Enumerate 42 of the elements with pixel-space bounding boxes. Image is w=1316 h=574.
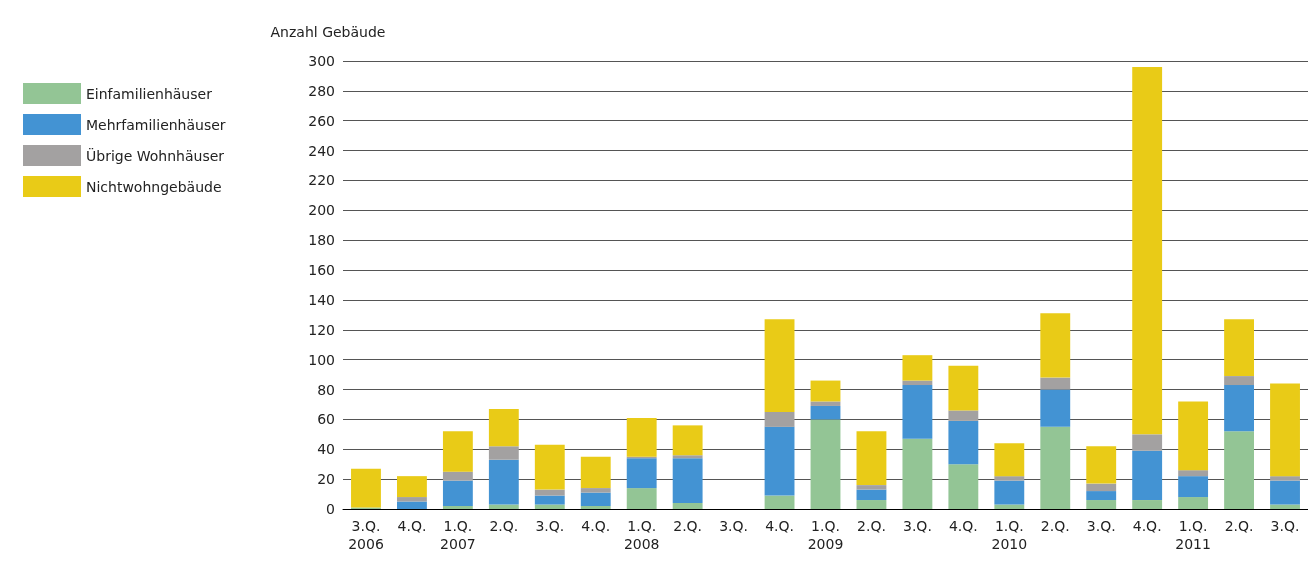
y-axis-title: Anzahl Gebäude — [270, 24, 386, 40]
x-tick-label: 2.Q. — [857, 518, 886, 534]
y-tick-label: 160 — [308, 262, 335, 279]
y-tick-label: 220 — [308, 172, 335, 189]
y-tick-label: 20 — [317, 471, 335, 488]
x-tick-label: 1.Q. 2007 — [440, 518, 476, 552]
y-tick-label: 260 — [308, 112, 335, 129]
legend-label: Einfamilienhäuser — [86, 85, 213, 102]
x-tick-label: 4.Q. — [1132, 518, 1162, 534]
x-tick-label: 3.Q. — [1270, 518, 1300, 534]
x-tick-label: 4.Q. — [397, 518, 427, 534]
x-tick-label: 1.Q. 2010 — [991, 518, 1028, 552]
legend-label: Nichtwohngebäude — [86, 178, 222, 195]
x-tick-label: 4.Q. — [765, 518, 794, 534]
x-tick-label: 1.Q. 2011 — [1175, 518, 1211, 552]
x-tick-label: 2.Q. — [489, 518, 519, 534]
x-tick-label: 1.Q. 2008 — [623, 518, 660, 552]
x-tick-label: 3.Q. — [719, 518, 749, 534]
x-tick-label: 2.Q. — [1040, 518, 1070, 534]
y-tick-label: 120 — [308, 321, 335, 338]
y-tick-label: 240 — [308, 142, 335, 159]
x-tick-label: 1.Q. 2009 — [807, 518, 844, 552]
y-tick-label: 0 — [326, 501, 335, 517]
y-tick-label: 140 — [308, 291, 335, 308]
x-tick-label: 2.Q. — [673, 518, 703, 534]
y-tick-label: 180 — [308, 232, 335, 249]
legend-label: Mehrfamilienhäuser — [86, 116, 226, 133]
y-tick-label: 80 — [317, 381, 335, 398]
y-tick-label: 60 — [317, 411, 335, 428]
y-tick-label: 280 — [308, 82, 335, 99]
legend-label: Übrige Wohnhäuser — [86, 146, 225, 164]
y-tick-label: 200 — [308, 202, 335, 219]
x-tick-label: 4.Q. — [948, 518, 978, 534]
x-tick-label: 3.Q. — [902, 518, 932, 534]
y-tick-label: 300 — [308, 53, 335, 69]
x-tick-label: 3.Q. — [1086, 518, 1116, 534]
x-tick-label: 2.Q. — [1224, 518, 1254, 534]
y-tick-label: 100 — [308, 351, 335, 368]
x-tick-label: 4.Q. — [581, 518, 611, 534]
x-tick-label: 3.Q. 2006 — [348, 518, 384, 552]
x-tick-label: 3.Q. — [535, 518, 565, 534]
y-tick-label: 40 — [317, 441, 335, 458]
